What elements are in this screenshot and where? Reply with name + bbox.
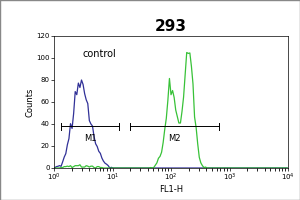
Y-axis label: Counts: Counts <box>26 87 35 117</box>
Title: 293: 293 <box>155 19 187 34</box>
Text: M2: M2 <box>168 134 181 143</box>
Text: control: control <box>82 49 116 59</box>
Text: M1: M1 <box>84 134 96 143</box>
X-axis label: FL1-H: FL1-H <box>159 185 183 194</box>
